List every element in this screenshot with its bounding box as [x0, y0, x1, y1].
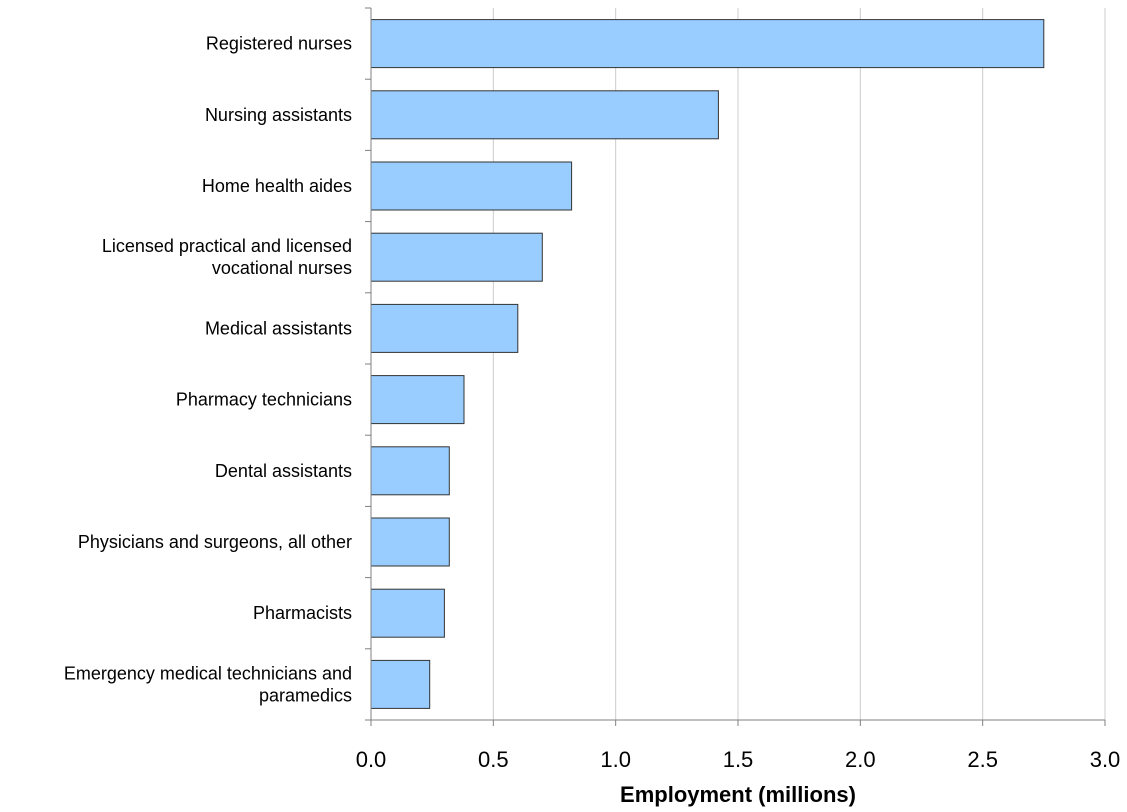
- category-label-2: Home health aides: [202, 176, 352, 196]
- category-label-9-line-1: paramedics: [259, 685, 352, 705]
- category-label-8: Pharmacists: [253, 603, 352, 623]
- bar-4: [370, 303, 519, 353]
- category-label-2-line-0: Home health aides: [202, 176, 352, 196]
- category-label-7: Physicians and surgeons, all other: [78, 532, 352, 552]
- bar-0: [370, 19, 1045, 69]
- x-tick-label-2: 1.0: [600, 747, 631, 772]
- bar-6: [370, 446, 450, 496]
- category-label-6: Dental assistants: [215, 461, 352, 481]
- x-tick-label-0: 0.0: [356, 747, 387, 772]
- category-label-8-line-0: Pharmacists: [253, 603, 352, 623]
- bars: [370, 19, 1045, 709]
- category-label-0-line-0: Registered nurses: [206, 34, 352, 54]
- axes: [365, 7, 1106, 726]
- category-labels: Registered nurses Nursing assistants Home …: [64, 34, 352, 706]
- category-label-5-line-0: Pharmacy technicians: [176, 390, 352, 410]
- x-tick-label-4: 2.0: [845, 747, 876, 772]
- category-label-4: Medical assistants: [205, 318, 352, 338]
- x-tick-labels: 0.0 0.5 1.0 1.5 2.0 2.5 3.0: [356, 747, 1121, 772]
- bar-2: [370, 161, 573, 211]
- category-label-3-line-1: vocational nurses: [212, 258, 352, 278]
- category-label-5: Pharmacy technicians: [176, 390, 352, 410]
- x-tick-label-1: 0.5: [478, 747, 509, 772]
- bar-3: [370, 232, 543, 282]
- category-label-6-line-0: Dental assistants: [215, 461, 352, 481]
- category-label-9: Emergency medical technicians and paramed…: [64, 663, 352, 705]
- x-tick-label-3: 1.5: [723, 747, 754, 772]
- x-axis-title: Employment (millions): [620, 782, 856, 807]
- bar-7: [370, 517, 450, 567]
- category-label-1-line-0: Nursing assistants: [205, 105, 352, 125]
- bar-9: [370, 659, 431, 709]
- x-tick-label-6: 3.0: [1090, 747, 1121, 772]
- x-tick-label-5: 2.5: [967, 747, 998, 772]
- bar-5: [370, 375, 465, 425]
- bar-1: [370, 90, 719, 140]
- category-label-4-line-0: Medical assistants: [205, 318, 352, 338]
- bar-8: [370, 588, 445, 638]
- category-label-0: Registered nurses: [206, 34, 352, 54]
- category-label-3-line-0: Licensed practical and licensed: [102, 236, 352, 256]
- category-label-3: Licensed practical and licensed vocationa…: [102, 236, 352, 278]
- category-label-9-line-0: Emergency medical technicians and: [64, 663, 352, 683]
- category-label-1: Nursing assistants: [205, 105, 352, 125]
- category-label-7-line-0: Physicians and surgeons, all other: [78, 532, 352, 552]
